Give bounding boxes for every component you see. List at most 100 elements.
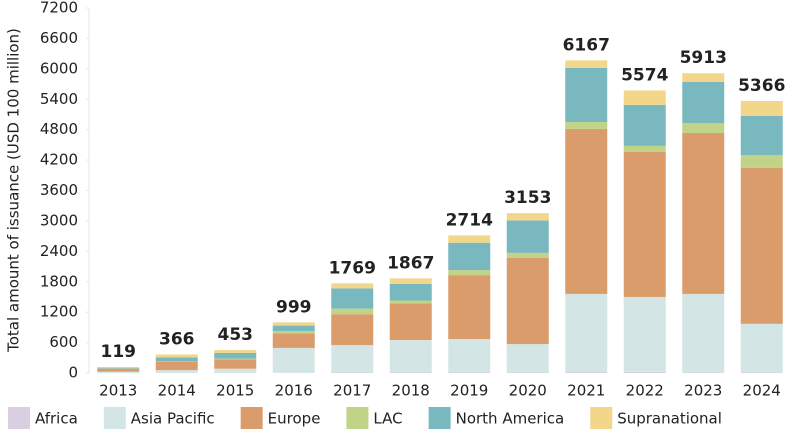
x-tick-label: 2016 bbox=[275, 382, 313, 400]
total-label: 1769 bbox=[329, 258, 376, 278]
bar-segment bbox=[682, 132, 725, 294]
total-label: 6167 bbox=[563, 35, 610, 55]
bar-segment bbox=[97, 367, 140, 369]
bar-segment bbox=[740, 155, 783, 168]
bar-segment bbox=[740, 115, 783, 156]
y-tick-label: 3000 bbox=[40, 211, 78, 229]
y-tick-label: 1800 bbox=[40, 272, 78, 290]
bar-segment bbox=[97, 371, 140, 373]
bar-segment bbox=[740, 167, 783, 324]
bar-segment bbox=[272, 331, 315, 334]
bar-segment bbox=[389, 303, 432, 341]
total-label: 453 bbox=[218, 325, 254, 345]
total-label: 5913 bbox=[680, 48, 727, 68]
y-tick-label: 3600 bbox=[40, 181, 78, 199]
x-tick-label: 2014 bbox=[158, 382, 196, 400]
bar-segment bbox=[97, 368, 140, 372]
bar-segment bbox=[682, 123, 725, 133]
bar-segment bbox=[682, 73, 725, 83]
bar-segment bbox=[331, 345, 374, 373]
y-tick-label: 6600 bbox=[40, 29, 78, 47]
bar-segment bbox=[155, 354, 198, 358]
bar-segment bbox=[565, 293, 608, 372]
bar-segment bbox=[214, 358, 257, 360]
bar-segment bbox=[448, 275, 491, 340]
bar-segment bbox=[214, 350, 257, 353]
y-tick-label: 7200 bbox=[40, 0, 78, 17]
bar-segment bbox=[740, 323, 783, 373]
bar-segment bbox=[623, 296, 666, 372]
total-label: 366 bbox=[159, 329, 195, 349]
bar-segment bbox=[506, 213, 549, 221]
bar-segment bbox=[97, 366, 140, 368]
total-label: 1867 bbox=[387, 253, 434, 273]
bar-segment bbox=[155, 361, 198, 362]
bar-segment bbox=[272, 347, 315, 373]
y-tick-label: 600 bbox=[49, 333, 78, 351]
bar-segment bbox=[565, 60, 608, 68]
bar-segment bbox=[331, 288, 374, 309]
y-axis-label: Total amount of issuance (USD 100 millio… bbox=[5, 28, 23, 353]
x-tick-label: 2017 bbox=[333, 382, 371, 400]
bar-segment bbox=[623, 371, 666, 373]
bar-segment bbox=[506, 220, 549, 253]
total-label: 2714 bbox=[446, 210, 493, 230]
bar-segment bbox=[448, 235, 491, 243]
total-label: 5574 bbox=[621, 65, 668, 85]
bar-segment bbox=[740, 372, 783, 373]
legend-label: Supranational bbox=[617, 410, 722, 428]
legend-swatch bbox=[346, 407, 369, 429]
bar-segment bbox=[565, 371, 608, 373]
y-tick-label: 4800 bbox=[40, 120, 78, 138]
y-tick-label: 1200 bbox=[40, 303, 78, 321]
bar-segment bbox=[331, 283, 374, 289]
bar-segment bbox=[448, 372, 491, 373]
x-tick-label: 2015 bbox=[216, 382, 254, 400]
bar-segment bbox=[272, 325, 315, 332]
total-label: 999 bbox=[276, 297, 312, 317]
legend-label: Europe bbox=[268, 410, 321, 428]
legend-label: LAC bbox=[373, 410, 402, 428]
bar-segment bbox=[506, 372, 549, 373]
bar-segment bbox=[565, 128, 608, 294]
y-tick-label: 2400 bbox=[40, 242, 78, 260]
y-tick-label: 5400 bbox=[40, 90, 78, 108]
legend-label: Asia Pacific bbox=[131, 410, 215, 428]
bar-segment bbox=[331, 372, 374, 373]
bar-segment bbox=[506, 252, 549, 258]
bar-segment bbox=[682, 372, 725, 373]
bar-segment bbox=[448, 242, 491, 271]
bar-segment bbox=[740, 100, 783, 116]
bar-segment bbox=[331, 314, 374, 346]
bar-segment bbox=[448, 339, 491, 373]
total-label: 119 bbox=[101, 342, 137, 362]
bar-segment bbox=[214, 359, 257, 369]
bar-segment bbox=[682, 293, 725, 373]
legend-swatch bbox=[240, 407, 263, 429]
bar-segment bbox=[214, 368, 257, 373]
x-tick-label: 2022 bbox=[626, 382, 664, 400]
bar-segment bbox=[565, 67, 608, 123]
total-label: 5366 bbox=[738, 76, 785, 96]
bar-segment bbox=[389, 283, 432, 301]
legend-swatch bbox=[590, 407, 613, 429]
bar-segment bbox=[623, 90, 666, 105]
x-tick-label: 2020 bbox=[509, 382, 547, 400]
y-tick-label: 0 bbox=[68, 364, 78, 382]
x-tick-label: 2019 bbox=[450, 382, 488, 400]
bar-segment bbox=[623, 104, 666, 146]
bar-segment bbox=[272, 322, 315, 326]
bar-segment bbox=[214, 352, 257, 359]
bar-segment bbox=[155, 361, 198, 371]
x-tick-label: 2021 bbox=[567, 382, 605, 400]
total-label: 3153 bbox=[504, 188, 551, 208]
legend-label: North America bbox=[456, 410, 565, 428]
bar-segment bbox=[155, 357, 198, 362]
bar-segment bbox=[565, 122, 608, 129]
bar-segment bbox=[389, 300, 432, 304]
bar-segment bbox=[506, 344, 549, 373]
bar-segment bbox=[331, 308, 374, 315]
y-tick-label: 6000 bbox=[40, 59, 78, 77]
bar-segment bbox=[682, 82, 725, 124]
